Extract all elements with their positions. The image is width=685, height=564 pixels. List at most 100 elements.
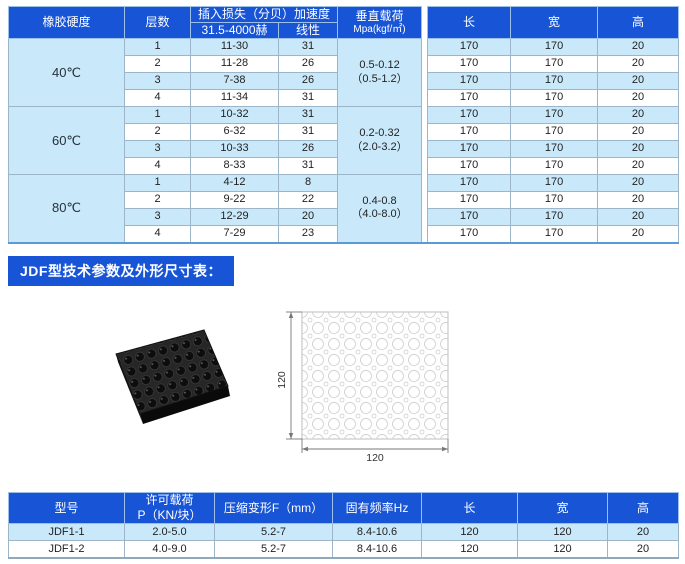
header-vertical-load-line2: Mpa(kgf/㎡) — [353, 23, 406, 35]
product-photo-image — [115, 329, 230, 424]
jdf-header-length: 长 — [421, 492, 518, 524]
width-cell: 120 — [517, 523, 608, 541]
vertical-load-cell: 0.2-0.32 （2.0-3.2） — [337, 106, 423, 175]
header-rubber-hardness: 橡胶硬度 — [8, 6, 125, 39]
linear-cell: 20 — [277, 208, 339, 226]
jdf-header-compression: 压缩变形F（mm） — [214, 492, 333, 524]
linear-cell: 31 — [277, 123, 339, 141]
width-cell: 170 — [510, 55, 599, 73]
insertion-loss-cell: 6-32 — [190, 123, 279, 141]
spec-table-row: 4 7-29 23 170 170 20 — [9, 225, 680, 243]
header-vertical-load-line1: 垂直载荷 — [355, 8, 404, 23]
header-length: 长 — [427, 6, 512, 39]
hardness-cell: 60℃ — [8, 106, 125, 175]
spec-table-row: 60℃ 1 10-32 31 0.2-0.32 （2.0-3.2） 170 170 20 — [8, 106, 680, 175]
insertion-loss-cell: 7-38 — [190, 72, 279, 90]
width-cell: 170 — [510, 106, 599, 124]
width-cell: 170 — [510, 157, 599, 175]
length-cell: 170 — [427, 106, 512, 124]
layer-count-cell: 2 — [124, 191, 191, 209]
allowed-load-cell: 4.0-9.0 — [124, 540, 215, 558]
table-column-gap — [421, 6, 428, 243]
insertion-loss-cell: 8-33 — [190, 157, 279, 175]
height-cell: 20 — [597, 174, 680, 192]
insertion-loss-cell: 12-29 — [190, 208, 279, 226]
pad-outline — [301, 311, 449, 440]
header-vertical-load: 垂直载荷 Mpa(kgf/㎡) — [337, 6, 423, 39]
height-cell: 20 — [597, 89, 680, 107]
rubber-pad-shape — [115, 329, 230, 424]
spec-table-row: 2 6-32 31 170 170 20 — [9, 123, 680, 141]
length-cell: 170 — [427, 72, 512, 90]
layer-count-cell: 4 — [124, 157, 191, 175]
height-cell: 20 — [607, 540, 679, 558]
model-cell: JDF1-2 — [8, 540, 125, 558]
spec-table-row: 40℃ 1 11-30 31 0.5-0.12 （0.5-1.2） 170 170 20 — [8, 38, 680, 107]
width-cell: 170 — [510, 225, 599, 243]
insertion-loss-cell: 10-32 — [190, 106, 279, 124]
width-cell: 170 — [510, 140, 599, 158]
layer-count-cell: 3 — [124, 208, 191, 226]
linear-cell: 31 — [277, 38, 339, 56]
width-cell: 170 — [510, 123, 599, 141]
hardness-cell: 40℃ — [8, 38, 125, 107]
header-width: 宽 — [510, 6, 599, 39]
layer-count-cell: 1 — [124, 106, 191, 124]
insertion-loss-cell: 9-22 — [190, 191, 279, 209]
linear-cell: 31 — [277, 89, 339, 107]
vertical-load-cell: 0.4-0.8 （4.0-8.0） — [337, 174, 423, 243]
height-cell: 20 — [597, 140, 680, 158]
insertion-loss-cell: 4-12 — [190, 174, 279, 192]
length-cell: 170 — [427, 225, 512, 243]
hardness-cell: 80℃ — [8, 174, 125, 243]
jdf-header-height: 高 — [607, 492, 679, 524]
compression-cell: 5.2-7 — [214, 523, 333, 541]
insertion-loss-cell: 11-30 — [190, 38, 279, 56]
frequency-cell: 8.4-10.6 — [332, 523, 422, 541]
spec-table-row: 3 7-38 26 170 170 20 — [9, 72, 680, 90]
width-cell: 170 — [510, 208, 599, 226]
layer-count-cell: 3 — [124, 72, 191, 90]
width-cell: 170 — [510, 38, 599, 56]
width-cell: 120 — [517, 540, 608, 558]
layer-count-cell: 1 — [124, 38, 191, 56]
jdf-header-width: 宽 — [517, 492, 608, 524]
header-freq-band: 31.5-4000赫 — [190, 22, 279, 39]
jdf-table: 型号 许可载荷 P（KN/块） 压缩变形F（mm） 固有频率Hz 长 宽 高 J… — [8, 492, 679, 559]
linear-cell: 8 — [277, 174, 339, 192]
spec-table: 橡胶硬度 层数 插入损失（分贝）加速度 垂直载荷 Mpa(kgf/㎡) 长 宽 … — [8, 6, 680, 244]
dimension-lines — [286, 311, 449, 453]
length-cell: 170 — [427, 191, 512, 209]
height-cell: 20 — [597, 38, 680, 56]
height-cell: 20 — [597, 191, 680, 209]
layer-count-cell: 4 — [124, 225, 191, 243]
header-layer-count: 层数 — [124, 6, 191, 39]
header-height: 高 — [597, 6, 680, 39]
spec-table-row: 80℃ 1 4-12 8 0.4-0.8 （4.0-8.0） 170 170 20 — [8, 174, 680, 243]
height-cell: 20 — [597, 72, 680, 90]
layer-count-cell: 2 — [124, 55, 191, 73]
length-cell: 170 — [427, 123, 512, 141]
width-cell: 170 — [510, 174, 599, 192]
height-cell: 20 — [597, 157, 680, 175]
height-cell: 20 — [597, 106, 680, 124]
linear-cell: 23 — [277, 225, 339, 243]
allowed-load-cell: 2.0-5.0 — [124, 523, 215, 541]
header-insertion-loss-group: 插入损失（分贝）加速度 — [189, 6, 339, 23]
height-cell: 20 — [597, 55, 680, 73]
linear-cell: 26 — [277, 140, 339, 158]
linear-cell: 31 — [277, 157, 339, 175]
jdf-header-allowed-load: 许可载荷 P（KN/块） — [124, 492, 215, 524]
height-cell: 20 — [597, 225, 680, 243]
dim-label-height: 120 — [278, 371, 288, 389]
compression-cell: 5.2-7 — [214, 540, 333, 558]
linear-cell: 31 — [277, 106, 339, 124]
insertion-loss-cell: 11-34 — [190, 89, 279, 107]
frequency-cell: 8.4-10.6 — [332, 540, 422, 558]
insertion-loss-cell: 10-33 — [190, 140, 279, 158]
length-cell: 170 — [427, 140, 512, 158]
dim-label-width: 120 — [366, 452, 384, 464]
width-cell: 170 — [510, 89, 599, 107]
length-cell: 170 — [427, 38, 512, 56]
jdf-header-frequency: 固有频率Hz — [332, 492, 422, 524]
